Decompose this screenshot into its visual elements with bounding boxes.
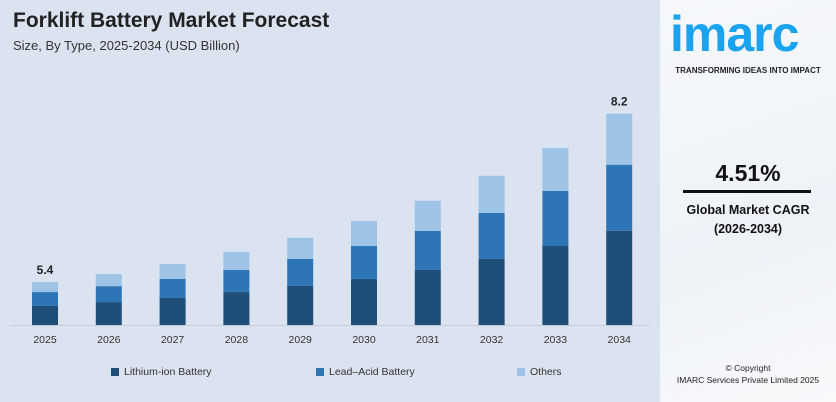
- bar-segment: [32, 305, 58, 325]
- bar-segment: [95, 274, 122, 287]
- bar-segment: [414, 230, 441, 270]
- bar-segment: [351, 278, 377, 325]
- cagr-label-text: Global Market CAGR: [686, 203, 810, 217]
- x-tick-label: 2026: [97, 334, 121, 346]
- legend-item-lead-acid: Lead–Acid Battery: [316, 366, 415, 378]
- cagr-value: 4.51%: [715, 160, 781, 186]
- bar-segment: [95, 286, 122, 303]
- chart-title: Forklift Battery Market Forecast: [13, 9, 330, 32]
- copyright: © Copyright IMARC Services Private Limite…: [660, 362, 836, 386]
- bar-segment: [223, 292, 250, 325]
- x-tick-label: 2030: [352, 334, 376, 346]
- chart-panel: Forklift Battery Market Forecast Size, B…: [0, 0, 660, 402]
- x-tick-label: 2027: [161, 334, 185, 346]
- company-name: IMARC Services Private Limited 2025: [676, 375, 820, 385]
- bar-segment: [606, 230, 633, 325]
- cagr-label: Global Market CAGR (2026-2034): [660, 201, 836, 239]
- bar-segment: [32, 292, 58, 306]
- bar-segment: [159, 278, 186, 298]
- bar-segment: [542, 147, 569, 191]
- x-tick-label: 2034: [608, 334, 632, 346]
- bar-segment: [223, 251, 250, 270]
- bar-segment: [351, 221, 377, 247]
- bar-segment: [414, 200, 441, 231]
- bar-segment: [32, 282, 58, 293]
- x-tick-label: 2028: [225, 334, 249, 346]
- bar-segment: [478, 175, 505, 213]
- legend-swatch: [517, 368, 525, 376]
- brand-panel: imarc TRANSFORMING IDEAS INTO IMPACT 4.5…: [660, 0, 836, 402]
- data-label: 5.4: [37, 263, 54, 277]
- legend-swatch: [111, 368, 119, 376]
- legend-label: Others: [530, 366, 562, 378]
- cagr-period: (2026-2034): [713, 222, 783, 236]
- bar-segment: [606, 164, 633, 231]
- bar-segment: [351, 246, 377, 279]
- bar-segment: [223, 269, 250, 293]
- x-tick-label: 2031: [416, 334, 440, 346]
- x-tick-label: 2032: [480, 334, 504, 346]
- x-tick-label: 2025: [33, 334, 57, 346]
- x-tick-label: 2029: [289, 334, 313, 346]
- bar-segment: [414, 269, 441, 325]
- bar-segment: [287, 285, 314, 325]
- bar-segment: [478, 212, 505, 259]
- bar-segment: [159, 297, 186, 325]
- bar-segment: [542, 190, 569, 247]
- tagline: TRANSFORMING IDEAS INTO IMPACT: [675, 66, 821, 75]
- legend-swatch: [316, 368, 324, 376]
- bar-segment: [606, 113, 633, 165]
- bar-segment: [287, 258, 314, 286]
- x-tick-label: 2033: [544, 334, 568, 346]
- legend-item-others: Others: [517, 366, 562, 378]
- legend-item-lithium: Lithium-ion Battery: [111, 366, 212, 378]
- divider: [683, 190, 811, 193]
- bar-segment: [478, 258, 505, 325]
- bar-segment: [159, 264, 186, 279]
- legend-label: Lead–Acid Battery: [329, 366, 415, 378]
- legend-label: Lithium-ion Battery: [124, 366, 212, 378]
- bar-segment: [287, 237, 314, 259]
- bar-segment: [95, 302, 122, 325]
- copyright-text: © Copyright: [725, 363, 771, 373]
- chart-subtitle: Size, By Type, 2025-2034 (USD Billion): [13, 38, 240, 53]
- imarc-logo: imarc: [670, 6, 799, 62]
- bar-segment: [542, 246, 569, 325]
- bar-chart: 2025 5.4 2026 2027 2028 2029 2030 2031 2032 2033 2…: [10, 95, 650, 346]
- data-label: 8.2: [611, 95, 628, 109]
